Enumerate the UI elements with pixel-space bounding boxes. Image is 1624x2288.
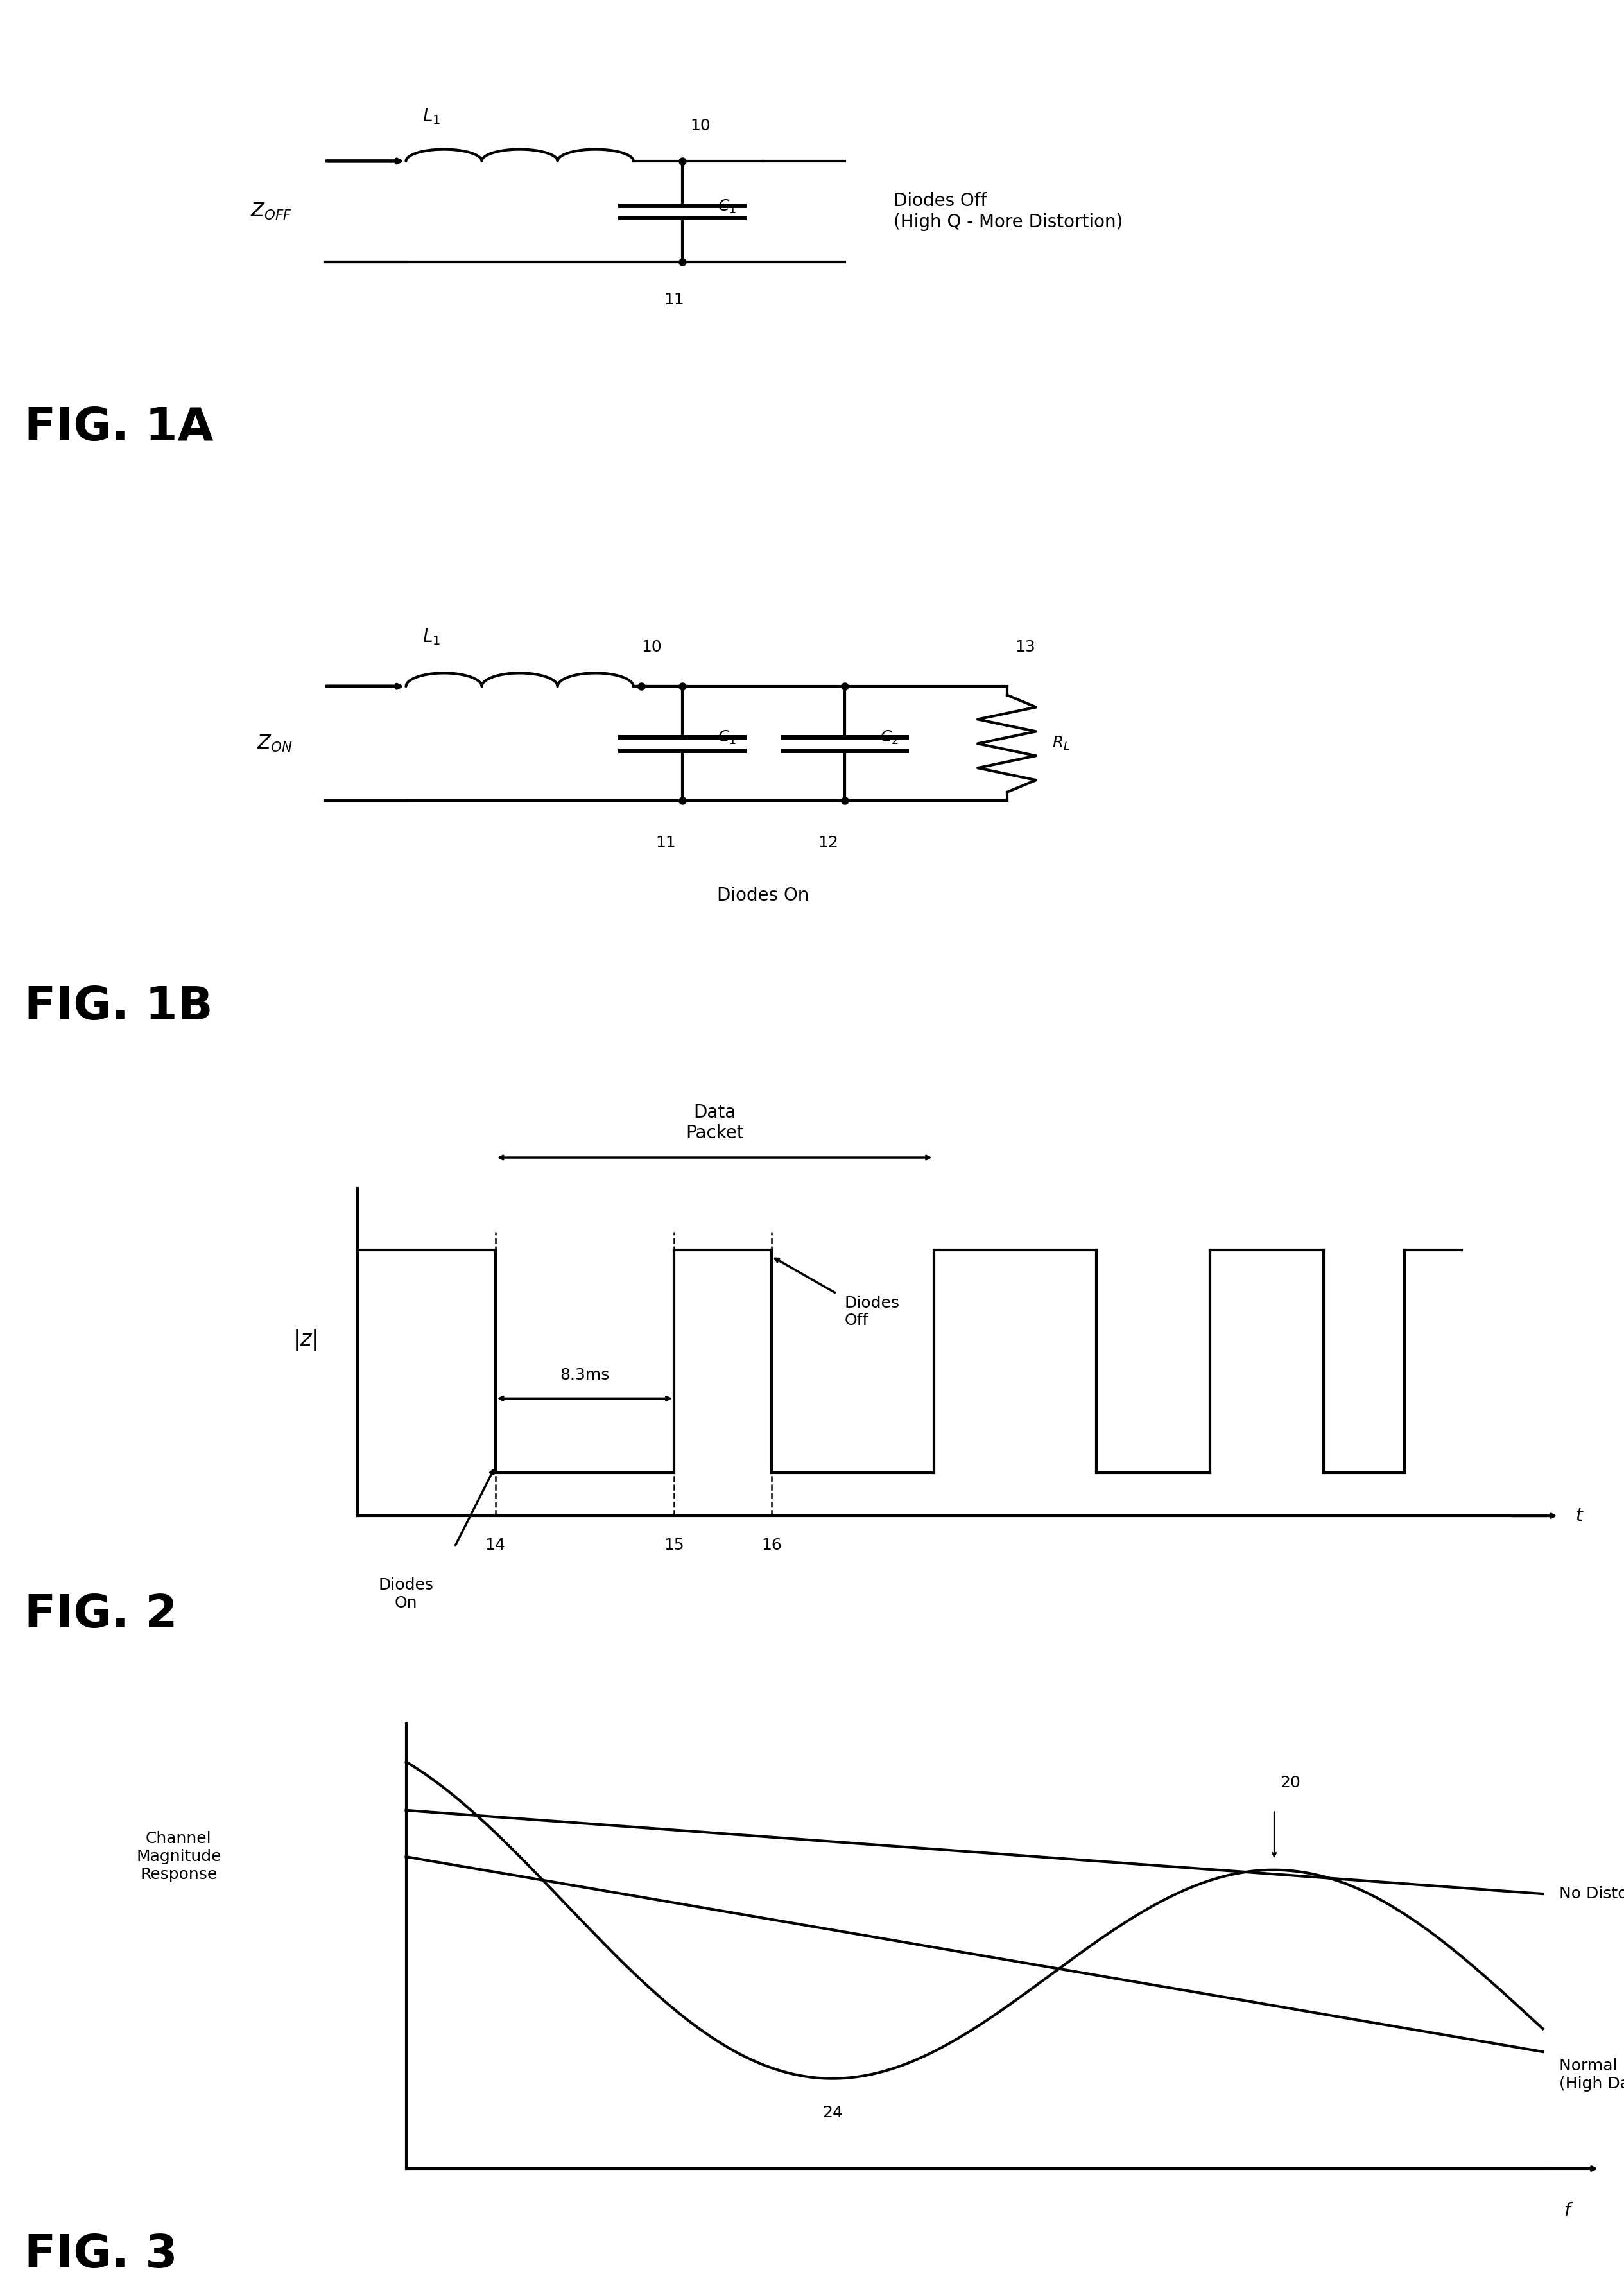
Text: $C_1$: $C_1$ [718, 199, 736, 215]
Text: $R_L$: $R_L$ [1052, 734, 1070, 753]
Text: FIG. 3: FIG. 3 [24, 2233, 177, 2277]
Text: Diodes
On: Diodes On [378, 1579, 434, 1611]
Text: f: f [1564, 2201, 1570, 2219]
Text: 11: 11 [656, 835, 676, 851]
Text: $L_1$: $L_1$ [422, 627, 440, 645]
Text: 15: 15 [664, 1538, 684, 1554]
Text: $Z_{OFF}$: $Z_{OFF}$ [250, 201, 292, 222]
Text: 10: 10 [641, 641, 663, 654]
Text: Channel
Magnitude
Response: Channel Magnitude Response [136, 1830, 221, 1883]
Text: 10: 10 [690, 119, 711, 133]
Text: No Distortion: No Distortion [1559, 1885, 1624, 1901]
Text: Diodes Off
(High Q - More Distortion): Diodes Off (High Q - More Distortion) [893, 192, 1122, 231]
Text: $|z|$: $|z|$ [292, 1327, 317, 1352]
Text: 16: 16 [762, 1538, 781, 1554]
Text: 13: 13 [1015, 641, 1036, 654]
Text: FIG. 1A: FIG. 1A [24, 405, 213, 451]
Text: $L_1$: $L_1$ [422, 108, 440, 126]
Text: 8.3ms: 8.3ms [560, 1368, 609, 1382]
Text: 12: 12 [818, 835, 838, 851]
Text: $Z_{ON}$: $Z_{ON}$ [257, 734, 292, 753]
Text: FIG. 2: FIG. 2 [24, 1592, 177, 1636]
Text: Normal Distortion
(High Damping): Normal Distortion (High Damping) [1559, 2059, 1624, 2091]
Text: Diodes
Off: Diodes Off [844, 1295, 900, 1329]
Text: Diodes On: Diodes On [718, 885, 809, 904]
Text: t: t [1575, 1508, 1582, 1524]
Text: 14: 14 [486, 1538, 505, 1554]
Text: FIG. 1B: FIG. 1B [24, 984, 213, 1030]
Text: Data
Packet: Data Packet [685, 1103, 744, 1142]
Text: 24: 24 [822, 2105, 843, 2121]
Text: $C_2$: $C_2$ [880, 730, 898, 746]
Text: $C_1$: $C_1$ [718, 730, 736, 746]
Text: 20: 20 [1280, 1775, 1301, 1789]
Text: 11: 11 [664, 293, 684, 307]
